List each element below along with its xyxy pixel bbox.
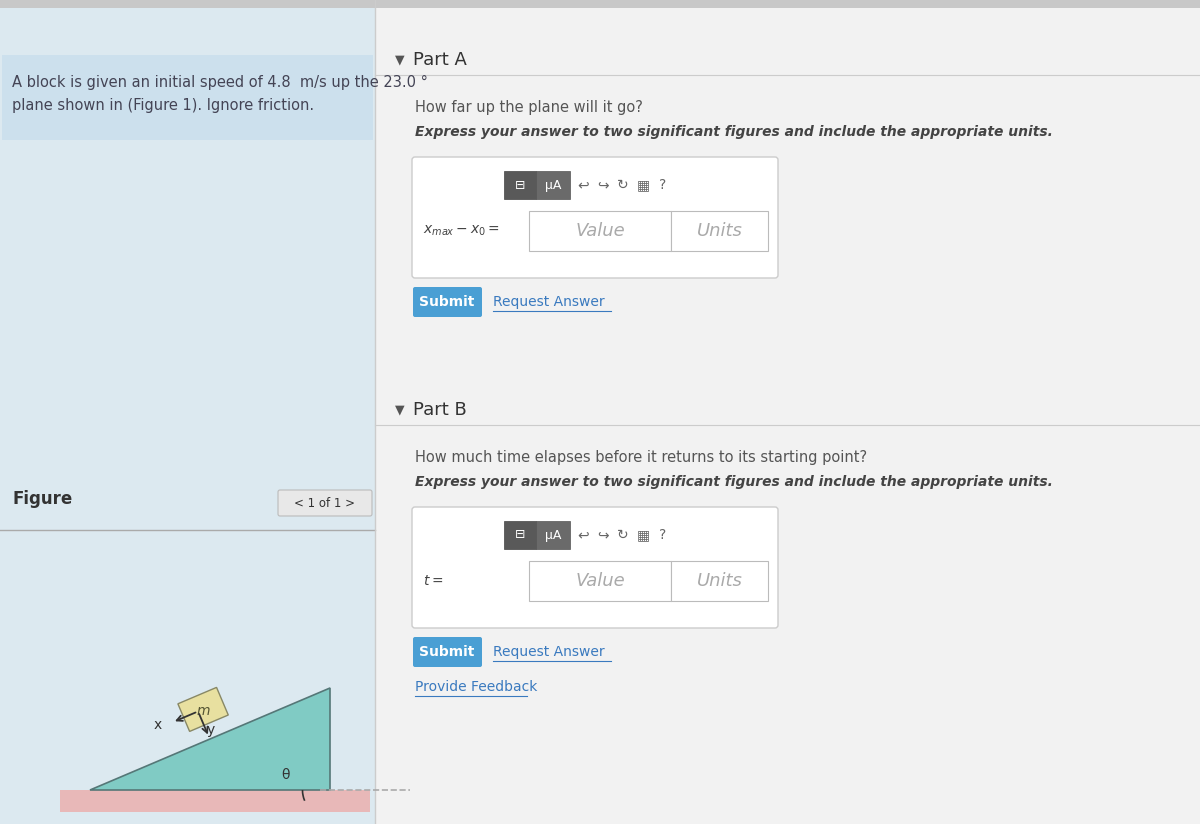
Text: ↩: ↩ — [577, 178, 589, 192]
Text: μA: μA — [545, 179, 562, 191]
Text: ▼: ▼ — [395, 54, 404, 67]
FancyBboxPatch shape — [413, 637, 482, 667]
Text: ?: ? — [659, 178, 667, 192]
Text: $x_{max} - x_0 =$: $x_{max} - x_0 =$ — [424, 224, 499, 238]
Text: How much time elapses before it returns to its starting point?: How much time elapses before it returns … — [415, 450, 868, 465]
FancyBboxPatch shape — [2, 55, 373, 140]
Text: Part A: Part A — [413, 51, 467, 69]
FancyBboxPatch shape — [413, 287, 482, 317]
FancyBboxPatch shape — [529, 211, 671, 251]
Text: Value: Value — [575, 572, 625, 590]
FancyBboxPatch shape — [374, 0, 1200, 824]
FancyBboxPatch shape — [278, 490, 372, 516]
FancyBboxPatch shape — [529, 561, 671, 601]
FancyBboxPatch shape — [504, 521, 536, 549]
Text: x: x — [154, 718, 162, 732]
Text: y: y — [206, 723, 215, 737]
Text: Express your answer to two significant figures and include the appropriate units: Express your answer to two significant f… — [415, 475, 1052, 489]
FancyBboxPatch shape — [671, 211, 768, 251]
Text: ↻: ↻ — [617, 528, 629, 542]
Text: ⊟: ⊟ — [515, 179, 526, 191]
Text: Part B: Part B — [413, 401, 467, 419]
FancyBboxPatch shape — [412, 507, 778, 628]
FancyBboxPatch shape — [504, 171, 536, 199]
Text: $t =$: $t =$ — [424, 574, 443, 588]
Text: ↻: ↻ — [617, 178, 629, 192]
Text: ▼: ▼ — [395, 404, 404, 416]
Text: Provide Feedback: Provide Feedback — [415, 680, 538, 694]
Text: Express your answer to two significant figures and include the appropriate units: Express your answer to two significant f… — [415, 125, 1052, 139]
Text: μA: μA — [545, 528, 562, 541]
FancyBboxPatch shape — [60, 790, 370, 812]
Text: Submit: Submit — [419, 645, 475, 659]
Text: ▦: ▦ — [636, 528, 649, 542]
Text: ?: ? — [659, 528, 667, 542]
Text: θ: θ — [281, 768, 289, 782]
Text: Request Answer: Request Answer — [493, 645, 605, 659]
Text: ⊟: ⊟ — [515, 528, 526, 541]
Text: ↪: ↪ — [598, 528, 608, 542]
Text: A block is given an initial speed of 4.8  m/s up the 23.0 °: A block is given an initial speed of 4.8… — [12, 75, 428, 90]
Text: Units: Units — [696, 222, 743, 240]
Polygon shape — [90, 688, 330, 790]
Text: ↩: ↩ — [577, 528, 589, 542]
FancyBboxPatch shape — [536, 171, 570, 199]
Text: ▦: ▦ — [636, 178, 649, 192]
FancyBboxPatch shape — [536, 521, 570, 549]
Text: < 1 of 1 >: < 1 of 1 > — [294, 497, 355, 509]
Text: Figure: Figure — [12, 490, 72, 508]
FancyBboxPatch shape — [671, 561, 768, 601]
FancyBboxPatch shape — [0, 0, 374, 824]
Text: Units: Units — [696, 572, 743, 590]
Text: m: m — [197, 705, 210, 719]
FancyBboxPatch shape — [0, 0, 1200, 8]
Text: Value: Value — [575, 222, 625, 240]
Text: ↪: ↪ — [598, 178, 608, 192]
Text: Request Answer: Request Answer — [493, 295, 605, 309]
FancyBboxPatch shape — [412, 157, 778, 278]
Text: plane shown in (Figure 1). Ignore friction.: plane shown in (Figure 1). Ignore fricti… — [12, 98, 314, 113]
Text: How far up the plane will it go?: How far up the plane will it go? — [415, 100, 643, 115]
Polygon shape — [178, 687, 228, 732]
Text: Submit: Submit — [419, 295, 475, 309]
